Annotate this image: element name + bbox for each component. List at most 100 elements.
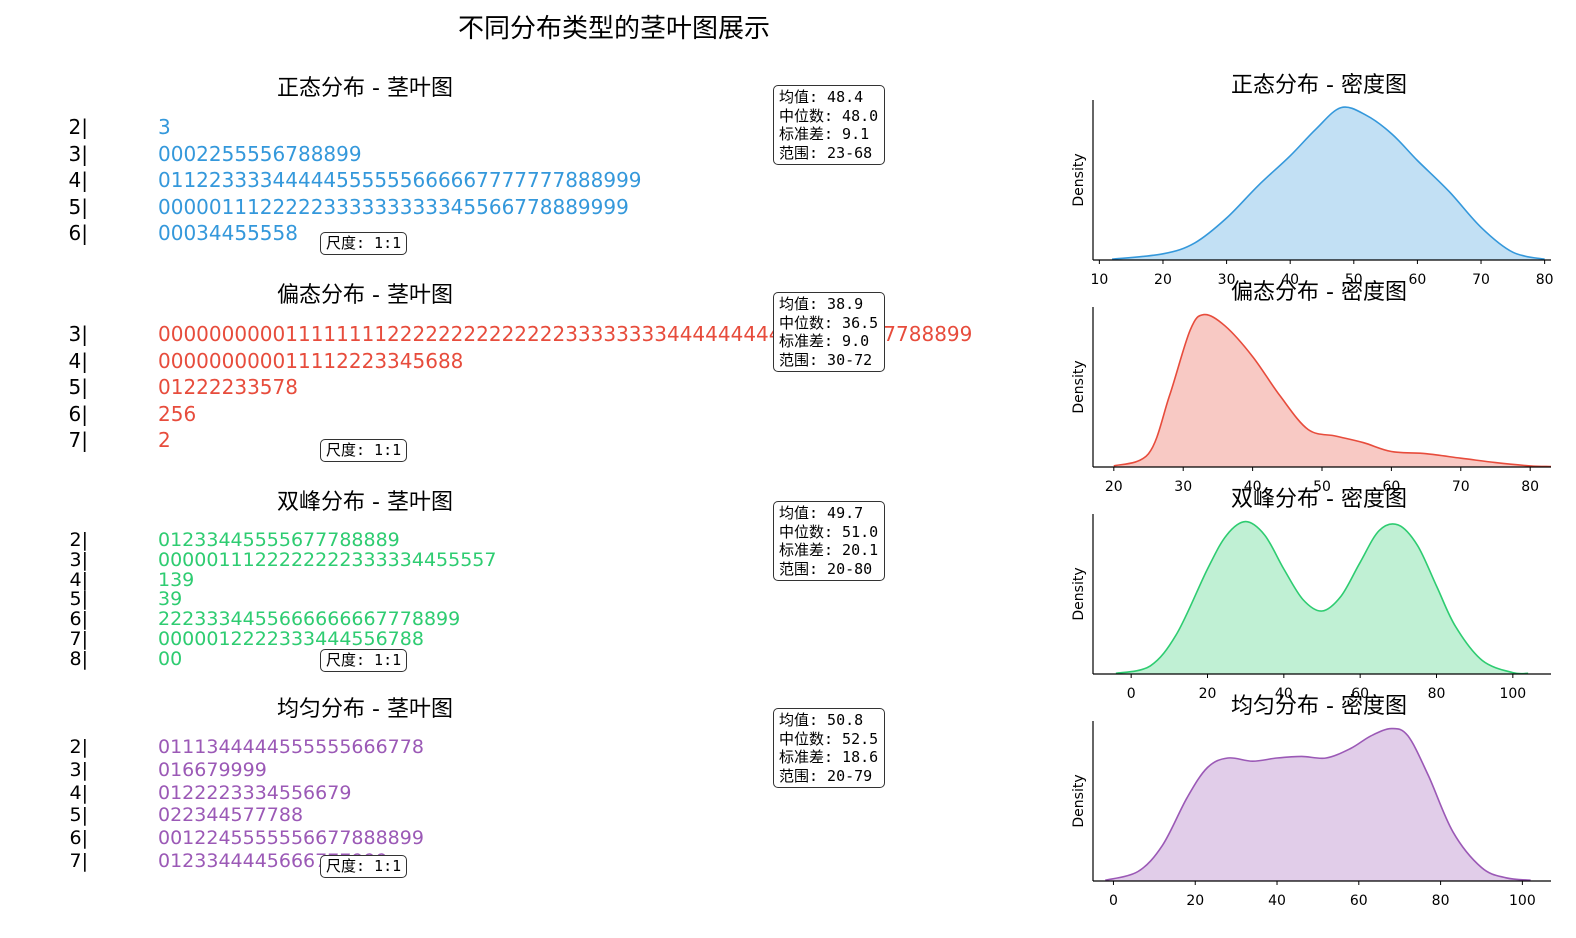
stats-line: 均值: 49.7 — [779, 504, 864, 522]
stem-value: 6| — [69, 608, 89, 631]
density-plot: 20 30 40 50 60 70 80 Density 偏态分布 - 密度图 — [1071, 280, 1552, 495]
stats-line: 范围: 30-72 — [779, 350, 873, 369]
stem-value: 7| — [69, 628, 89, 650]
y-axis-label: Density — [1071, 360, 1087, 413]
x-tick-label: 20 — [1105, 479, 1123, 495]
chart-main-title: 不同分布类型的茎叶图展示 — [457, 14, 770, 44]
leaf-values: 0000012222333444556788 — [158, 628, 424, 650]
density-curve — [1115, 520, 1529, 675]
stem-panel-title: 均匀分布 - 茎叶图 — [277, 697, 453, 722]
stem-value: 3| — [68, 322, 88, 346]
y-axis-label: Density — [1071, 774, 1087, 827]
stats-line: 范围: 20-79 — [779, 766, 873, 785]
leaf-values: 016679999 — [158, 758, 267, 781]
stats-line: 标准差: 9.1 — [779, 125, 870, 143]
stats-line: 中位数: 36.5 — [779, 313, 879, 332]
x-tick-label: 40 — [1281, 272, 1299, 288]
stem-value: 6| — [68, 401, 88, 426]
x-tick-label: 20 — [1186, 893, 1204, 909]
stem-value: 7| — [68, 428, 88, 452]
x-tick-label: 80 — [1536, 272, 1554, 288]
leaf-values: 39 — [158, 588, 183, 611]
x-tick-label: 20 — [1199, 686, 1217, 702]
x-tick-label: 100 — [1499, 686, 1526, 702]
stem-value: 3| — [69, 548, 89, 571]
stem-value: 2| — [69, 736, 89, 758]
x-tick-label: 0 — [1127, 686, 1136, 702]
stem-value: 5| — [68, 194, 88, 219]
density-plot: 0 20 40 60 80 100 Density 双峰分布 - 密度图 — [1071, 487, 1551, 702]
stem-value: 6| — [68, 221, 88, 245]
stats-box: 均值: 50.8 中位数: 52.5 标准差: 18.6 范围: 20-79 — [773, 708, 885, 788]
stats-line: 均值: 50.8 — [779, 711, 864, 729]
scale-label: 尺度: 1:1 — [320, 855, 408, 878]
stats-box: 均值: 48.4 中位数: 48.0 标准差: 9.1 范围: 23-68 — [773, 85, 885, 165]
stem-value: 3| — [69, 758, 89, 781]
leaf-values: 01222233578 — [158, 375, 298, 399]
stem-value: 2| — [69, 529, 89, 551]
stats-line: 标准差: 18.6 — [779, 748, 879, 766]
x-tick-label: 30 — [1218, 272, 1236, 288]
leaf-values: 01122333344444555555666667777777888999 — [158, 168, 642, 192]
scale-label: 尺度: 1:1 — [320, 649, 408, 672]
stem-panel-title: 正态分布 - 茎叶图 — [277, 76, 453, 101]
stats-line: 范围: 20-80 — [779, 559, 873, 578]
leaf-values: 2223334455666666667778899 — [158, 608, 461, 631]
stem-value: 4| — [68, 168, 88, 192]
x-tick-label: 60 — [1350, 893, 1368, 909]
density-area — [1115, 521, 1529, 674]
stats-line: 范围: 23-68 — [779, 143, 873, 162]
leaf-values: 0000011122222222333334455557 — [158, 548, 497, 571]
density-curve — [1105, 727, 1531, 881]
density-curve — [1113, 313, 1552, 468]
stem-value: 2| — [68, 115, 88, 139]
x-tick-label: 0 — [1109, 893, 1118, 909]
stem-value: 5| — [68, 375, 88, 399]
density-plot-title: 双峰分布 - 密度图 — [1231, 487, 1407, 512]
leaf-values: 0000011122222333333333345566778889999 — [158, 194, 629, 219]
x-tick-label: 70 — [1472, 272, 1490, 288]
leaf-values: 3 — [158, 115, 171, 139]
x-tick-label: 40 — [1268, 893, 1286, 909]
x-tick-label: 40 — [1244, 479, 1262, 495]
density-area — [1113, 314, 1551, 467]
x-tick-label: 40 — [1275, 686, 1293, 702]
scale-label: 尺度: 1:1 — [320, 232, 408, 255]
density-plot-title: 偏态分布 - 密度图 — [1231, 280, 1407, 305]
stem-value: 5| — [69, 588, 89, 611]
density-curve — [1112, 106, 1545, 260]
leaf-values: 00034455558 — [158, 221, 298, 245]
leaf-values: 256 — [158, 401, 197, 426]
leaf-values: 2 — [158, 428, 171, 452]
x-tick-label: 50 — [1313, 479, 1331, 495]
density-plot: 0 20 40 60 80 100 Density 均匀分布 - 密度图 — [1071, 694, 1551, 909]
x-tick-label: 50 — [1345, 272, 1363, 288]
stats-line: 标准差: 20.1 — [779, 541, 879, 559]
stem-value: 3| — [68, 141, 88, 166]
x-tick-label: 80 — [1432, 893, 1450, 909]
leaf-values: 0012245555556677888899 — [158, 827, 424, 850]
leaf-values: 01233445555677788889 — [158, 529, 400, 551]
x-tick-label: 30 — [1174, 479, 1192, 495]
stem-value: 8| — [69, 647, 89, 670]
x-tick-label: 60 — [1351, 686, 1369, 702]
leaf-values: 0122223334556679 — [158, 781, 352, 804]
x-tick-label: 60 — [1382, 479, 1400, 495]
stats-line: 中位数: 48.0 — [779, 106, 879, 125]
leaf-values: 0002255556788899 — [158, 141, 362, 166]
y-axis-label: Density — [1071, 567, 1087, 620]
stats-box: 均值: 38.9 中位数: 36.5 标准差: 9.0 范围: 30-72 — [773, 292, 885, 372]
stem-value: 7| — [69, 850, 89, 872]
density-area — [1112, 107, 1545, 260]
stats-box: 均值: 49.7 中位数: 51.0 标准差: 20.1 范围: 20-80 — [773, 501, 885, 581]
stem-value: 4| — [68, 348, 88, 373]
stats-line: 均值: 48.4 — [779, 88, 864, 106]
stats-line: 均值: 38.9 — [779, 295, 864, 313]
stats-line: 中位数: 52.5 — [779, 729, 879, 748]
density-area — [1105, 728, 1531, 881]
y-axis-label: Density — [1071, 153, 1087, 206]
stem-value: 6| — [69, 827, 89, 850]
leaf-values: 0111344444555555666778 — [158, 736, 424, 758]
density-plot-title: 正态分布 - 密度图 — [1231, 73, 1407, 98]
